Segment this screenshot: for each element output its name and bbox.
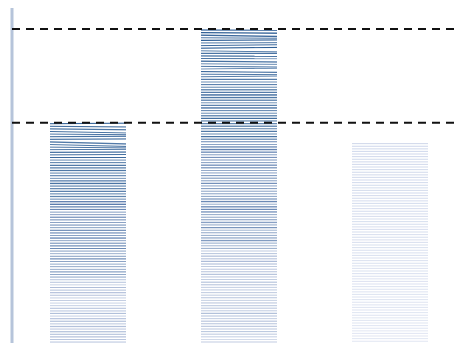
bar-2-stroke-6: [200, 44, 278, 47]
bar-1-stroke-8: [49, 143, 127, 147]
bar-2-stroke-3: [200, 37, 278, 39]
bar-1-stroke-9: [49, 146, 127, 149]
bar-2: [200, 29, 278, 343]
bar-1: [49, 122, 127, 343]
bar-1-stroke-3: [49, 131, 127, 134]
bar-2-stroke-12: [200, 60, 278, 63]
bar-2-stroke-15: [200, 67, 278, 70]
bar-3: [352, 143, 428, 342]
bar-2-stroke-8: [200, 50, 278, 53]
bar-2-stroke-14: [200, 65, 278, 68]
bar-1-stroke-1: [49, 125, 127, 128]
bar-1-stroke-2: [49, 128, 127, 131]
bar-2-stroke-16: [200, 71, 278, 73]
bar-2-stroke-1: [200, 31, 278, 34]
bar-2-stroke-13: [200, 63, 278, 65]
bar-1-stroke-7: [49, 141, 127, 145]
bar-1-stroke-4: [49, 133, 127, 136]
bar-2-stroke-2: [200, 34, 278, 38]
bar-2-stroke-18: [200, 75, 278, 78]
bar-2-stroke-7: [200, 46, 278, 49]
